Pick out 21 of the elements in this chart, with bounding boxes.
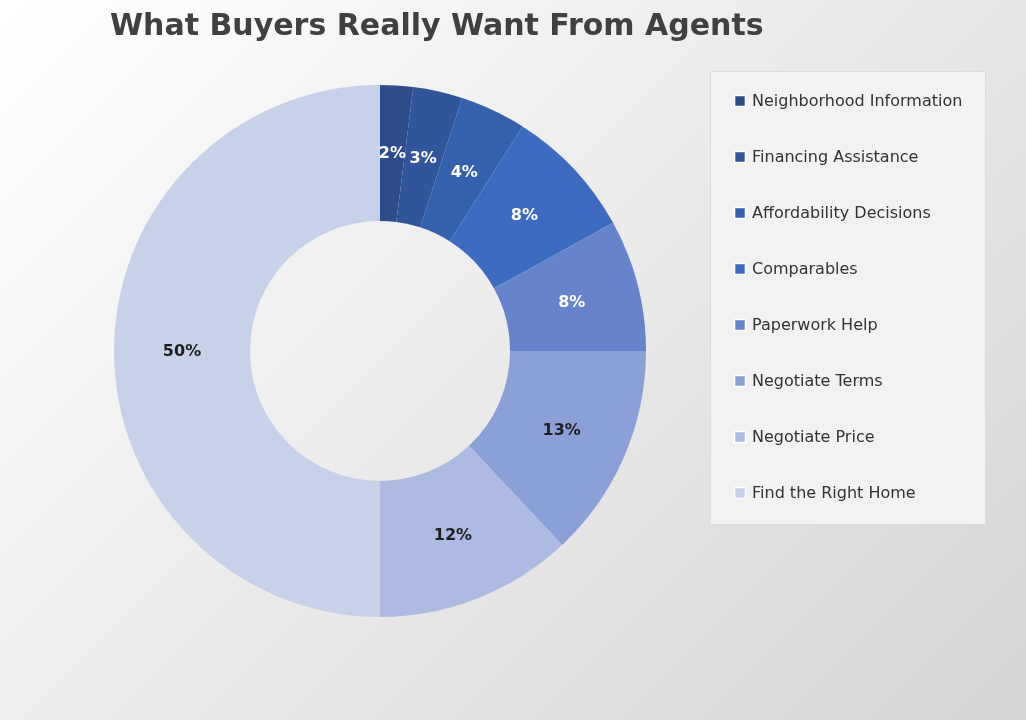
legend-label: Negotiate Terms <box>752 371 883 390</box>
data-label: 13% <box>542 419 581 439</box>
legend-label: Paperwork Help <box>752 315 878 334</box>
donut-slice <box>493 222 646 351</box>
data-label: 12% <box>433 525 473 545</box>
data-label: 8% <box>510 205 538 225</box>
data-label: 4% <box>450 161 478 181</box>
legend-label: Negotiate Price <box>752 427 875 446</box>
legend-label: Comparables <box>752 259 858 278</box>
legend-label: Affordability Decisions <box>752 203 931 222</box>
data-label: 3% <box>409 147 437 167</box>
donut-slice <box>449 126 614 289</box>
data-label: 50% <box>162 341 202 360</box>
data-label: 2% <box>378 143 407 163</box>
data-label: 8% <box>558 291 586 311</box>
legend-label: Neighborhood Information <box>752 91 963 110</box>
legend-label: Find the Right Home <box>752 483 916 502</box>
legend-label: Financing Assistance <box>752 147 919 166</box>
donut-slice <box>380 445 563 617</box>
donut-slice <box>114 85 380 617</box>
chart-title: What Buyers Really Want From Agents <box>110 6 764 42</box>
